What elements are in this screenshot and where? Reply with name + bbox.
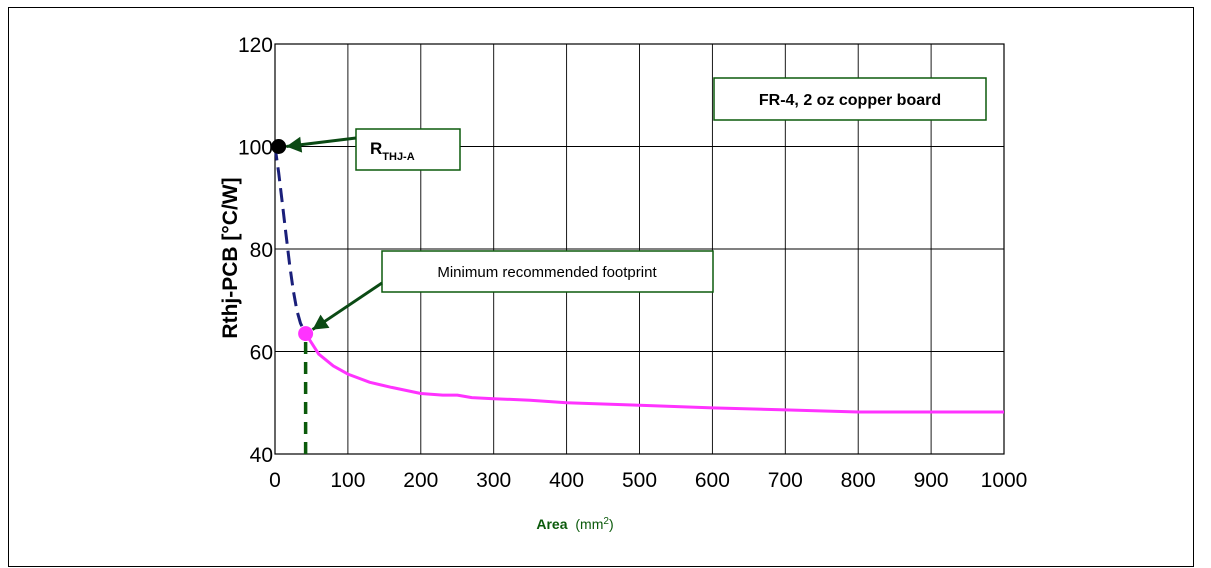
y-tick-label: 80	[250, 239, 273, 262]
plot-border	[274, 43, 1005, 455]
x-tick-label: 400	[549, 469, 584, 492]
x-tick-label: 300	[476, 469, 511, 492]
annotations: RTHJ-A Minimum recommended footprint FR-4,…	[286, 77, 987, 331]
x-axis-title-close: )	[609, 516, 614, 532]
x-tick-label: 900	[914, 469, 949, 492]
x-axis-title: Area (mm2)	[536, 516, 613, 533]
x-tick-label: 100	[330, 469, 365, 492]
rthj-a-box	[355, 128, 461, 171]
series-group	[271, 139, 1004, 454]
rthj-a-label: RTHJ-A	[370, 139, 415, 163]
x-tick-label: 200	[403, 469, 438, 492]
footprint-label: Minimum recommended footprint	[437, 264, 657, 281]
rthj-a-arrow-head	[286, 136, 303, 153]
footprint-box	[381, 250, 714, 293]
x-tick-label: 600	[695, 469, 730, 492]
x-tick-label: 500	[622, 469, 657, 492]
data-marker-1	[271, 139, 287, 154]
y-tick-label: 100	[238, 137, 273, 160]
tick-labels: 0 100 200 300 400 500 600 700 800 900 1000 40 60 80 10…	[238, 34, 1027, 492]
axes	[274, 43, 1005, 455]
series-line-2	[304, 332, 1004, 414]
data-marker-2	[298, 326, 314, 342]
y-tick-label: 60	[250, 342, 273, 365]
x-axis-title-sup: 2	[603, 516, 609, 527]
y-tick-label: 120	[238, 34, 273, 57]
chart-frame: RTHJ-A Minimum recommended footprint FR-4,…	[8, 7, 1194, 567]
footprint-arrow-head	[312, 314, 330, 330]
x-tick-label: 700	[768, 469, 803, 492]
y-tick-label: 40	[250, 444, 273, 467]
x-axis-title-main: Area	[536, 516, 567, 532]
x-tick-label: 1000	[981, 469, 1028, 492]
x-tick-label: 0	[269, 469, 281, 492]
x-tick-label: 800	[841, 469, 876, 492]
series-line-1	[273, 146, 307, 335]
x-axis-title-unit: (mm	[575, 516, 603, 532]
board-note-label: FR-4, 2 oz copper board	[759, 92, 941, 109]
board-note-box	[713, 77, 987, 121]
chart-svg: RTHJ-A Minimum recommended footprint FR-4,…	[219, 34, 1027, 533]
y-axis-title: Rthj-PCB [°C/W]	[219, 177, 242, 338]
